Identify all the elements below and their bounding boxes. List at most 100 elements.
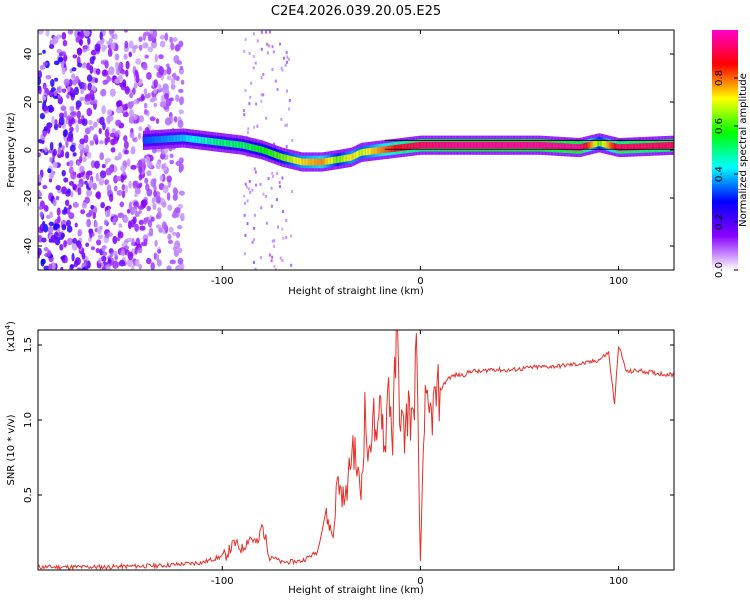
noise-blob: [134, 69, 139, 76]
noise-blob: [165, 98, 172, 107]
ridge-cell: [273, 150, 276, 158]
ridge-cell: [154, 136, 157, 144]
noise-blob: [91, 99, 98, 104]
noise-blob: [134, 187, 141, 195]
ridge-cell: [366, 148, 368, 156]
ridge-cell: [492, 141, 494, 149]
ridge-cell: [297, 157, 299, 165]
ridge-cell: [204, 137, 207, 145]
noise-blob: [104, 158, 109, 165]
ridge-cell: [505, 141, 507, 149]
noise-blob: [171, 212, 178, 219]
noise-blob: [138, 174, 143, 181]
noise-blob: [49, 157, 53, 163]
ridge-cell: [398, 144, 400, 152]
ridge-cell: [252, 144, 254, 152]
ridge-cell: [591, 141, 593, 148]
noise-blob: [38, 191, 43, 198]
noise-speck: [256, 39, 259, 43]
noise-blob: [103, 219, 108, 226]
noise-blob: [138, 263, 143, 270]
noise-speck: [282, 56, 285, 60]
noise-blob: [158, 227, 163, 233]
noise-speck: [288, 99, 291, 103]
ridge-cell: [315, 158, 317, 166]
ridge-cell: [496, 141, 498, 149]
ridge-cell: [181, 134, 183, 142]
ridge-cell: [503, 141, 505, 149]
ridge-cell: [322, 158, 324, 166]
ridge-cell: [560, 143, 562, 150]
noise-speck: [285, 50, 288, 54]
ridge-cell: [342, 155, 345, 162]
noise-blob: [48, 263, 53, 270]
noise-speck: [246, 222, 249, 226]
noise-blob: [52, 198, 57, 207]
ridge-cell: [410, 143, 412, 150]
noise-blob: [177, 119, 184, 129]
noise-blob: [130, 164, 137, 170]
ridge-cell: [336, 156, 339, 164]
noise-blob: [66, 188, 71, 194]
noise-blob: [138, 80, 143, 85]
ridge-cell: [257, 145, 259, 153]
ridge-cell: [179, 134, 182, 142]
noise-blob: [176, 60, 182, 65]
ridge-cell: [589, 141, 592, 149]
ridge-cell: [472, 141, 474, 149]
ridge-cell: [293, 156, 296, 164]
ridge-cell: [373, 147, 375, 155]
noise-blob: [179, 65, 184, 71]
noise-speck: [265, 221, 268, 225]
ridge-cell: [248, 143, 251, 151]
noise-blob: [38, 174, 42, 183]
snr-frame: [37, 329, 675, 571]
noise-blob: [128, 109, 135, 118]
noise-blob: [45, 30, 50, 37]
ridge-cell: [491, 141, 493, 149]
noise-blob: [148, 33, 154, 41]
noise-blob: [163, 147, 169, 154]
ridge-cell: [479, 141, 481, 149]
ridge-cell: [147, 136, 150, 144]
noise-blob: [86, 107, 93, 117]
noise-blob: [38, 181, 42, 186]
noise-blob: [123, 53, 128, 60]
ridge-cell: [192, 135, 195, 143]
noise-blob: [168, 226, 174, 233]
noise-speck: [252, 260, 255, 264]
noise-blob: [169, 259, 176, 265]
ridge-cell: [587, 142, 589, 149]
noise-speck: [287, 107, 290, 111]
noise-blob: [63, 177, 69, 183]
ridge-cell: [351, 153, 353, 161]
noise-blob: [128, 180, 132, 189]
noise-speck: [244, 89, 247, 93]
noise-blob: [158, 54, 164, 60]
ridge-cell: [643, 143, 645, 150]
ridge-cell: [320, 158, 322, 166]
ridge-cell: [301, 158, 303, 166]
noise-blob: [101, 164, 106, 169]
ridge-cell: [521, 141, 523, 149]
ridge-cell: [148, 136, 151, 144]
noise-blob: [115, 106, 123, 114]
ridge-cell: [244, 142, 246, 150]
noise-blob: [83, 82, 87, 91]
noise-blob: [133, 98, 139, 105]
noise-blob: [142, 42, 149, 49]
noise-blob: [100, 201, 106, 209]
noise-blob: [133, 44, 139, 50]
noise-blob: [150, 216, 155, 222]
ridge-cell: [618, 144, 620, 151]
ridge-cell: [400, 144, 403, 151]
ridge-cell: [409, 143, 411, 150]
noise-blob: [117, 152, 122, 160]
noise-blob: [155, 118, 160, 124]
colorbar-tick-label: 0.8: [714, 70, 725, 86]
ridge-cell: [570, 143, 573, 151]
ridge-cell: [453, 141, 455, 149]
noise-blob: [176, 224, 183, 230]
ridge-cell: [261, 146, 264, 154]
ridge-cell: [528, 141, 530, 149]
